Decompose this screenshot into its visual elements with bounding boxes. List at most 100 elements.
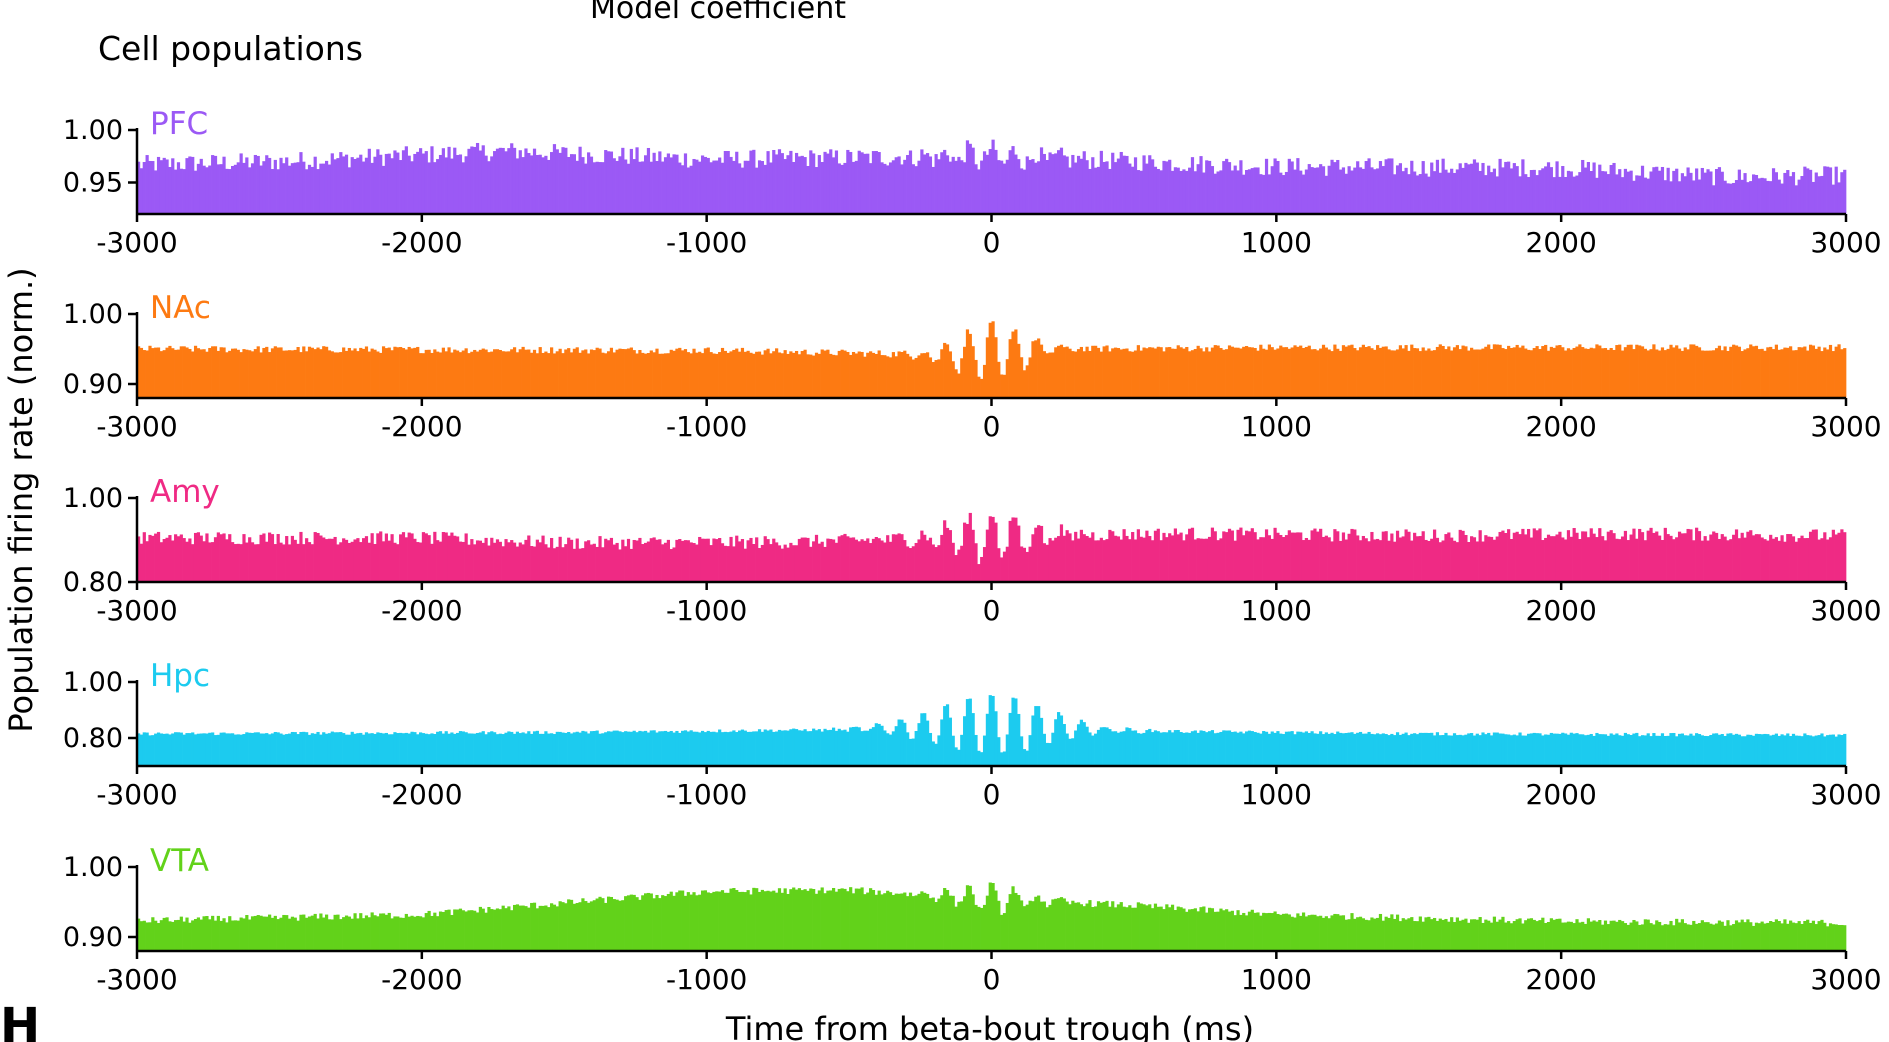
bar xyxy=(1395,914,1400,951)
bar xyxy=(1552,177,1556,214)
bar xyxy=(1569,921,1573,951)
bar xyxy=(1410,344,1414,398)
bar xyxy=(1840,734,1844,766)
bar xyxy=(521,732,525,766)
bar xyxy=(322,537,326,582)
bar xyxy=(1068,738,1072,766)
bar xyxy=(1532,169,1536,214)
bar xyxy=(344,154,349,214)
bar xyxy=(888,162,893,214)
bar xyxy=(769,891,773,951)
bar xyxy=(478,732,482,766)
bar xyxy=(1116,536,1121,582)
bar xyxy=(550,152,554,214)
bar xyxy=(413,538,417,582)
bar xyxy=(1729,925,1733,951)
bar xyxy=(1088,168,1092,214)
bar xyxy=(1048,152,1052,214)
bar xyxy=(1367,158,1371,214)
bar xyxy=(740,729,745,766)
bar xyxy=(1188,909,1192,951)
bar xyxy=(1037,161,1041,214)
bar xyxy=(1601,171,1605,214)
bar xyxy=(1116,904,1121,951)
bar xyxy=(1828,344,1833,398)
bar xyxy=(965,140,970,214)
bar xyxy=(1205,912,1209,951)
bar xyxy=(1222,161,1226,214)
bar xyxy=(1737,922,1741,951)
bar xyxy=(1544,166,1548,214)
bar xyxy=(245,732,249,766)
bar xyxy=(1583,735,1588,766)
bar xyxy=(356,157,360,214)
bar xyxy=(871,727,876,766)
bar xyxy=(532,546,537,582)
bar xyxy=(1287,731,1291,766)
bar xyxy=(1111,731,1115,766)
bar xyxy=(1800,923,1804,951)
bar xyxy=(567,348,571,398)
bar xyxy=(1458,529,1462,582)
bar xyxy=(934,154,938,214)
bar xyxy=(712,731,716,766)
bar xyxy=(1071,351,1075,398)
bar xyxy=(601,733,605,766)
bar xyxy=(1495,176,1499,214)
bar xyxy=(1726,920,1730,951)
bar xyxy=(1723,346,1727,398)
bar xyxy=(219,347,223,398)
bar xyxy=(738,730,742,766)
bar xyxy=(495,908,500,951)
bar xyxy=(1034,706,1038,766)
bar xyxy=(812,541,816,582)
bar xyxy=(418,732,423,766)
bar xyxy=(632,894,636,951)
bar xyxy=(287,350,292,398)
bar xyxy=(1452,733,1457,766)
bar xyxy=(1113,347,1118,398)
bar xyxy=(350,541,354,582)
bar xyxy=(1723,536,1727,582)
bar xyxy=(174,534,178,582)
bar xyxy=(1780,535,1784,582)
bar xyxy=(1569,536,1573,582)
bar xyxy=(729,731,733,766)
bar xyxy=(495,734,500,766)
bar xyxy=(908,356,913,398)
x-tick-label: -2000 xyxy=(381,410,462,443)
bar xyxy=(418,542,423,582)
bar xyxy=(1122,906,1126,951)
bar xyxy=(606,896,611,951)
bar xyxy=(168,345,172,398)
bar xyxy=(1122,348,1126,398)
bar xyxy=(1245,731,1249,766)
bar xyxy=(823,151,827,214)
bar xyxy=(490,351,494,398)
bar xyxy=(1276,532,1280,582)
bar xyxy=(1541,168,1545,214)
bar xyxy=(851,893,856,951)
bar xyxy=(296,543,300,582)
bar xyxy=(242,162,246,214)
bar xyxy=(1037,338,1041,398)
bar xyxy=(1840,349,1844,398)
bar xyxy=(1789,920,1793,951)
bar xyxy=(1398,537,1403,582)
bar xyxy=(182,921,186,951)
bar xyxy=(1777,349,1781,398)
bar xyxy=(1438,542,1442,582)
bar xyxy=(1786,347,1790,398)
bar xyxy=(1236,910,1240,951)
bar xyxy=(783,730,787,766)
bar xyxy=(1427,732,1431,766)
bar xyxy=(1393,350,1397,398)
bar xyxy=(1734,733,1739,766)
bar xyxy=(541,905,545,951)
bar xyxy=(1703,172,1707,214)
bar xyxy=(373,543,377,582)
bar xyxy=(1438,172,1442,214)
bar xyxy=(250,542,255,582)
bar xyxy=(324,346,329,398)
